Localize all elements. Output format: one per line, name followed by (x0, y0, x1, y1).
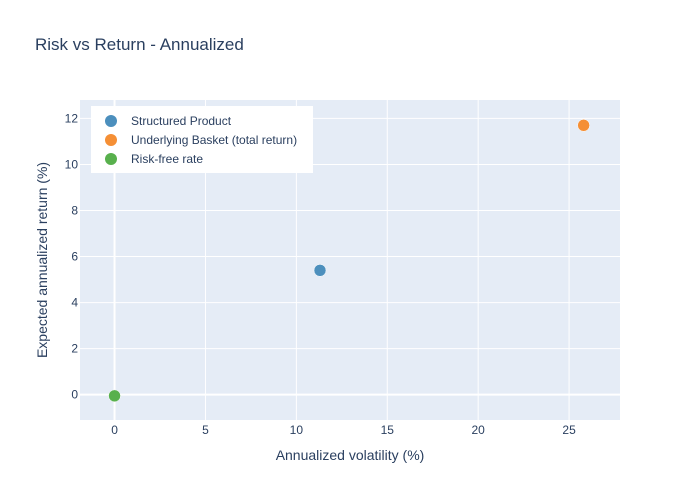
legend-items: Structured Product Underlying Basket (tot… (105, 114, 297, 166)
y-axis-title: Expected annualized return (%) (34, 162, 50, 358)
x-tick-label: 5 (202, 423, 209, 437)
data-points (108, 119, 590, 403)
y-tick-label: 10 (65, 157, 79, 171)
y-tick-label: 12 (65, 111, 79, 125)
legend-marker (105, 134, 117, 146)
x-tick-label: 25 (562, 423, 576, 437)
x-axis-ticks: 0 5 10 15 20 25 (111, 423, 576, 437)
y-tick-label: 4 (71, 296, 78, 310)
y-tick-label: 2 (71, 342, 78, 356)
legend[interactable]: Structured Product Underlying Basket (tot… (91, 106, 313, 173)
data-point[interactable] (577, 119, 590, 132)
x-tick-label: 15 (381, 423, 395, 437)
y-tick-label: 0 (71, 388, 78, 402)
x-axis-title: Annualized volatility (%) (276, 447, 425, 463)
y-tick-label: 8 (71, 204, 78, 218)
legend-marker (105, 153, 117, 165)
legend-label: Underlying Basket (total return) (131, 133, 297, 147)
legend-item[interactable]: Risk-free rate (105, 152, 203, 166)
legend-label: Structured Product (131, 114, 232, 128)
legend-box (91, 106, 313, 173)
chart-title: Risk vs Return - Annualized (35, 35, 244, 54)
legend-label: Risk-free rate (131, 152, 203, 166)
legend-item[interactable]: Underlying Basket (total return) (105, 133, 297, 147)
x-tick-label: 10 (290, 423, 304, 437)
y-axis-ticks: 0 2 4 6 8 10 12 (65, 111, 79, 401)
legend-item[interactable]: Structured Product (105, 114, 232, 128)
y-tick-label: 6 (71, 250, 78, 264)
data-point[interactable] (108, 389, 121, 403)
legend-marker (105, 115, 117, 127)
data-point[interactable] (313, 264, 327, 277)
x-tick-label: 0 (111, 423, 118, 437)
x-tick-label: 20 (472, 423, 486, 437)
